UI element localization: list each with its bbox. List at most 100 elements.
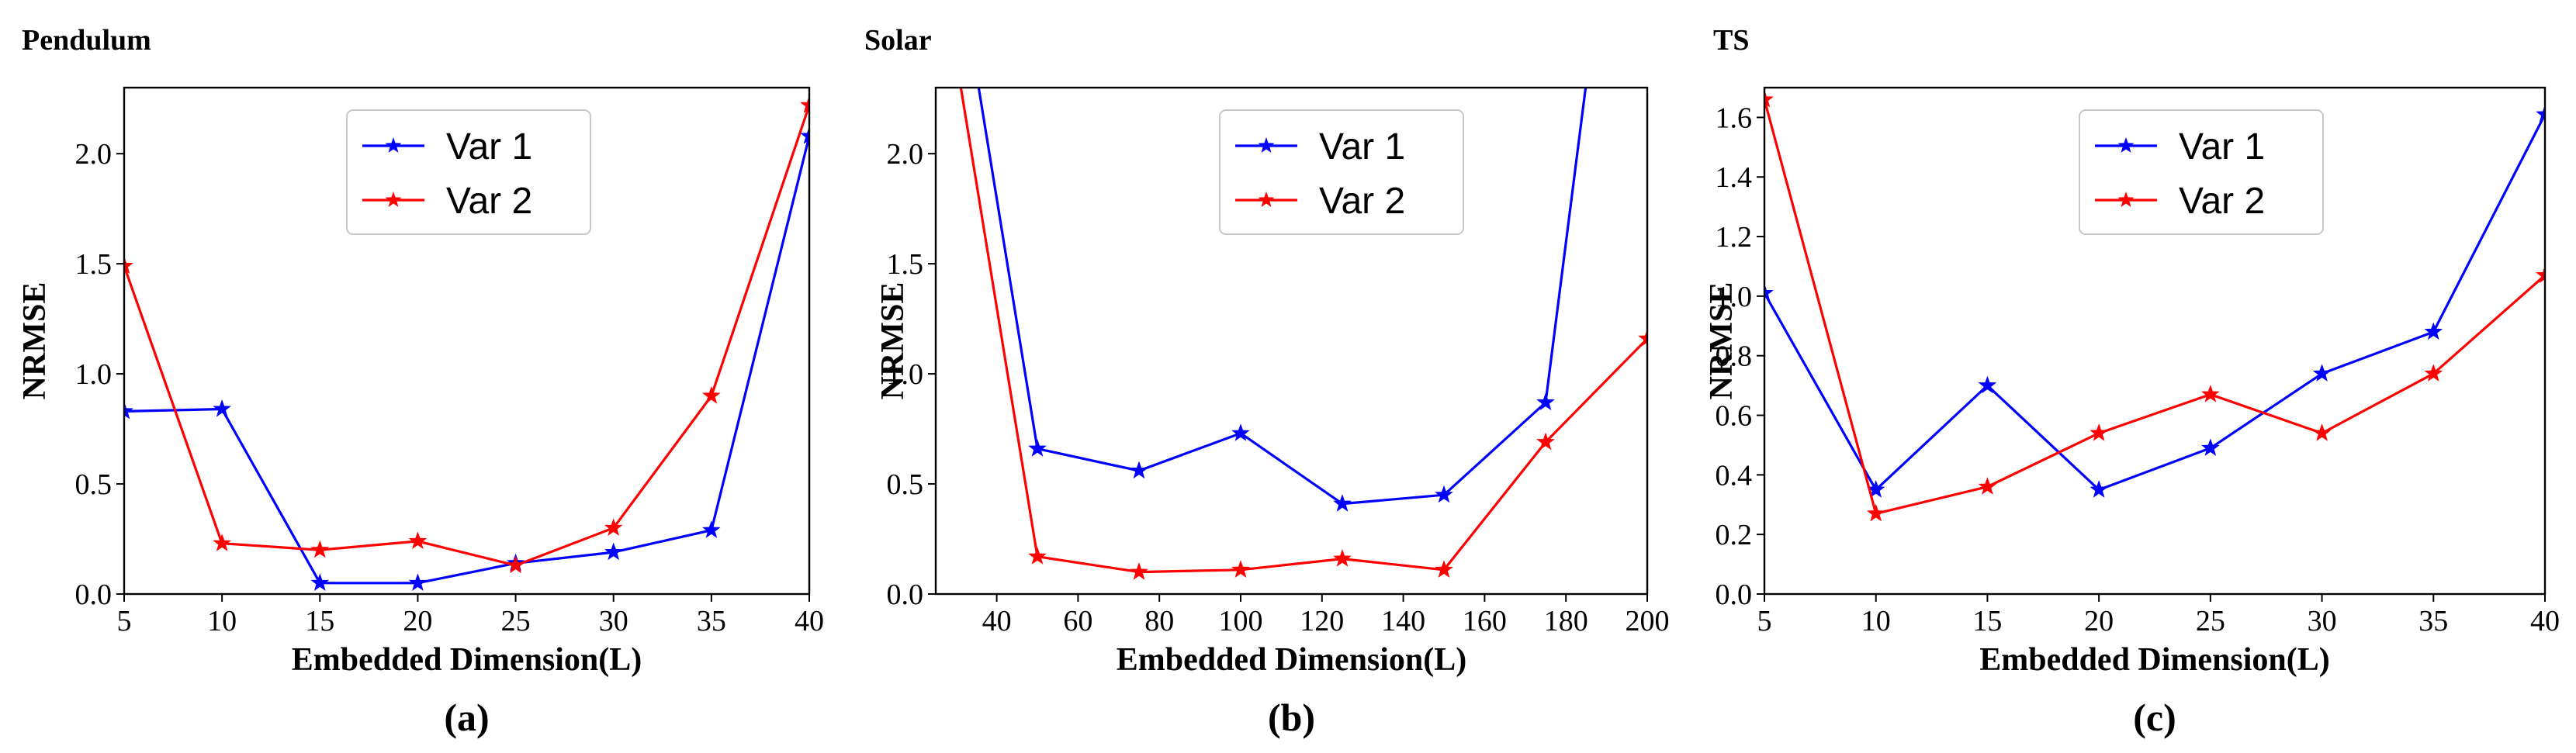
legend-marker	[385, 192, 402, 207]
y-tick-label: 1.0	[75, 358, 113, 391]
legend: Var 1 Var 2	[2079, 109, 2324, 235]
y-tick-label: 2.0	[887, 138, 924, 171]
subfigure-label: (a)	[444, 696, 489, 739]
x-tick-label: 80	[1144, 605, 1174, 637]
x-tick-label: 20	[403, 605, 432, 637]
plot-frame	[123, 86, 811, 596]
x-tick-label: 35	[2418, 605, 2448, 637]
data-point	[800, 95, 809, 113]
x-tick-label: 180	[1544, 605, 1588, 637]
legend-marker	[385, 137, 402, 153]
x-tick-label: 25	[2196, 605, 2225, 637]
series-1	[977, 88, 1587, 512]
panel-1: Pendulum 5 10 15 20 25 30 35 40 0.0 0.5 1.0 1.5 2.0 Em…	[17, 24, 824, 739]
series-line	[1764, 98, 2545, 515]
data-point	[1764, 283, 1774, 302]
x-axis-label: Embedded Dimension(L)	[292, 642, 642, 678]
data-point	[1536, 432, 1555, 451]
data-point	[1866, 503, 1885, 522]
series-1	[1764, 105, 2545, 498]
data-point	[2536, 265, 2545, 284]
data-point	[408, 531, 428, 549]
data-point	[1638, 329, 1647, 347]
data-point	[1978, 477, 1997, 495]
data-point	[1130, 562, 1148, 580]
data-point	[2090, 423, 2108, 441]
x-tick-label: 15	[1972, 605, 2002, 637]
y-tick-label: 0.0	[887, 579, 924, 611]
legend: Var 1 Var 2	[346, 109, 591, 235]
subfigure-label: (c)	[2133, 696, 2176, 739]
y-tick-label: 0.8	[1716, 340, 1753, 373]
series-line	[124, 105, 809, 567]
y-tick-label: 0.2	[1716, 519, 1753, 551]
y-axis-label: NRMSE	[17, 282, 53, 400]
series-2	[959, 88, 1647, 580]
subfigure-label: (b)	[1268, 696, 1315, 739]
x-tick-label: 20	[2084, 605, 2114, 637]
data-point	[506, 555, 525, 574]
data-point	[2424, 364, 2443, 382]
x-tick-label: 10	[207, 605, 237, 637]
legend-label: Var 2	[446, 181, 532, 222]
data-point	[310, 540, 330, 558]
legend-marker	[2117, 192, 2135, 207]
legend-label: Var 1	[446, 126, 532, 168]
x-tick-label: 160	[1463, 605, 1507, 637]
data-point	[213, 399, 232, 417]
panel-title: Solar	[864, 24, 932, 57]
data-point	[213, 534, 232, 551]
x-tick-label: 15	[305, 605, 334, 637]
data-point	[1435, 485, 1453, 503]
data-point	[702, 520, 721, 538]
data-point	[1978, 375, 1997, 394]
legend-box	[346, 109, 591, 235]
y-tick-label: 1.2	[1716, 221, 1753, 254]
x-tick-label: 35	[697, 605, 726, 637]
x-tick-label: 25	[501, 605, 531, 637]
series-2	[1764, 89, 2545, 522]
data-point	[124, 401, 133, 420]
y-tick-label: 1.5	[887, 248, 924, 281]
legend-label: Var 1	[2179, 126, 2265, 168]
data-point	[2312, 364, 2332, 382]
data-point	[604, 542, 623, 561]
legend-label: Var 2	[2179, 181, 2265, 222]
y-axis-label: NRMSE	[1704, 282, 1740, 400]
x-tick-label: 10	[1861, 605, 1891, 637]
data-point	[1764, 89, 1774, 108]
data-point	[1333, 494, 1352, 512]
y-tick-label: 0.4	[1716, 459, 1753, 492]
series-line	[1764, 113, 2545, 492]
series-2	[124, 95, 809, 574]
x-tick-label: 5	[1757, 605, 1772, 637]
panel-title: TS	[1713, 24, 1749, 57]
data-point	[1130, 461, 1148, 479]
plot-frame	[934, 86, 1649, 596]
data-point	[1028, 439, 1047, 457]
data-point	[1231, 423, 1250, 441]
y-tick-label: 1.6	[1716, 102, 1753, 134]
y-tick-label: 0.0	[1716, 579, 1753, 611]
legend-marker	[1258, 137, 1275, 153]
x-axis-label: Embedded Dimension(L)	[1117, 642, 1467, 678]
data-point	[2201, 438, 2220, 456]
legend: Var 1 Var 2	[1219, 109, 1464, 235]
data-point	[800, 126, 809, 144]
x-tick-label: 60	[1063, 605, 1092, 637]
x-tick-label: 30	[2308, 605, 2337, 637]
legend-box	[2079, 109, 2324, 235]
y-tick-label: 1.5	[75, 248, 113, 281]
y-axis-label: NRMSE	[875, 282, 911, 400]
x-tick-label: 40	[795, 605, 824, 637]
series-line	[124, 136, 809, 585]
data-point	[1536, 392, 1555, 411]
y-tick-label: 0.0	[75, 579, 113, 611]
x-tick-label: 120	[1300, 605, 1344, 637]
data-point	[310, 573, 330, 591]
data-point	[702, 386, 721, 404]
legend-label: Var 2	[1319, 181, 1405, 222]
y-tick-label: 2.0	[75, 138, 113, 171]
legend-label: Var 1	[1319, 126, 1405, 168]
